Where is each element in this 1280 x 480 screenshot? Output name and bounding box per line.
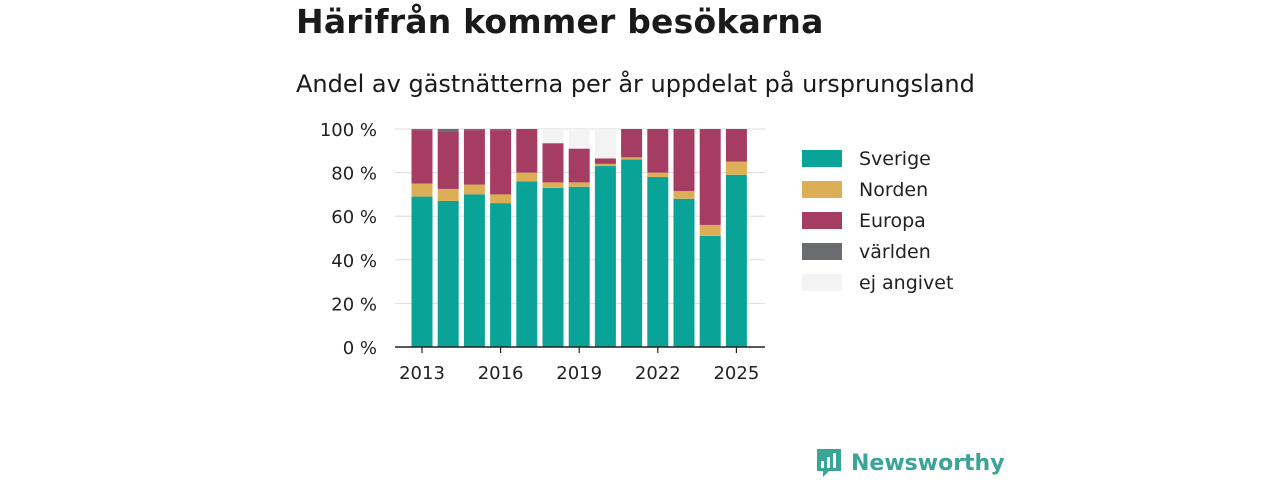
bar-segment-världen-2013 — [411, 129, 433, 131]
y-tick-label: 60 % — [331, 207, 377, 228]
bar-segment-Sverige-2024 — [699, 235, 721, 347]
bar-segment-Norden-2019 — [568, 182, 590, 187]
bar-segment-Norden-2017 — [516, 172, 538, 182]
axes-group: 0 % 20 % 40 % 60 % 80 % 100 % 2013 2016 2019 2022… — [320, 120, 765, 384]
bar-segment-Sverige-2014 — [437, 200, 459, 347]
bar-segment-Norden-2025 — [725, 161, 747, 175]
bars-group — [411, 129, 747, 347]
legend-swatch-Sverige — [802, 150, 842, 167]
bar-segment-Norden-2015 — [463, 184, 485, 195]
y-tick-label: 20 % — [331, 294, 377, 315]
legend-label: Norden — [859, 179, 928, 201]
bar-segment-Sverige-2013 — [411, 196, 433, 347]
bar-segment-Sverige-2025 — [725, 174, 747, 347]
bar-segment-Europa-2025 — [725, 129, 747, 162]
bar-segment-världen-2015 — [463, 129, 485, 131]
x-tick-label: 2022 — [635, 363, 681, 384]
bar-segment-Europa-2019 — [568, 148, 590, 183]
x-tick-label: 2013 — [399, 363, 445, 384]
bar-segment-världen-2014 — [437, 129, 459, 132]
bar-segment-Norden-2018 — [542, 182, 564, 188]
bar-segment-Sverige-2020 — [594, 166, 616, 347]
y-tick-label: 0 % — [343, 338, 377, 359]
bar-segment-världen-2016 — [490, 129, 512, 131]
bar-segment-Sverige-2015 — [463, 194, 485, 347]
bar-segment-Norden-2016 — [490, 194, 512, 204]
bar-segment-Norden-2021 — [621, 157, 643, 160]
bar-segment-Sverige-2017 — [516, 181, 538, 347]
bar-segment-ej-angivet-2018 — [542, 129, 564, 144]
bar-segment-Europa-2023 — [673, 129, 695, 192]
legend: Sverige Norden Europa världen ej angivet — [802, 148, 953, 294]
x-tick-label: 2025 — [713, 363, 759, 384]
bar-segment-Europa-2017 — [516, 129, 538, 173]
y-tick-label: 80 % — [331, 164, 377, 185]
bar-segment-Europa-2020 — [594, 158, 616, 164]
x-tick-label: 2016 — [478, 363, 524, 384]
legend-label: Europa — [859, 210, 926, 232]
bar-segment-Europa-2021 — [621, 129, 643, 158]
legend-swatch-Europa — [802, 212, 842, 229]
legend-swatch-världen — [802, 243, 842, 260]
bar-segment-Norden-2022 — [647, 172, 669, 177]
bar-segment-ej-angivet-2020 — [594, 129, 616, 159]
bar-segment-Europa-2016 — [490, 130, 512, 195]
bar-segment-Sverige-2016 — [490, 203, 512, 347]
bar-segment-Sverige-2022 — [647, 176, 669, 347]
brand-name: Newsworthy — [851, 450, 1005, 476]
legend-swatch-Norden — [802, 181, 842, 198]
bar-segment-Europa-2018 — [542, 143, 564, 183]
bar-segment-Sverige-2019 — [568, 186, 590, 347]
bar-segment-Norden-2020 — [594, 163, 616, 167]
bar-segment-Norden-2013 — [411, 183, 433, 197]
bar-segment-Norden-2024 — [699, 224, 721, 236]
chart-subtitle: Andel av gästnätterna per år uppdelat på… — [296, 70, 975, 98]
legend-swatch-ej-angivet — [802, 274, 842, 291]
bar-segment-Europa-2014 — [437, 131, 459, 189]
bar-segment-Europa-2015 — [463, 130, 485, 185]
legend-label: ej angivet — [859, 272, 953, 294]
bar-segment-ej-angivet-2019 — [568, 129, 590, 149]
y-tick-label: 40 % — [331, 251, 377, 272]
bar-segment-Norden-2014 — [437, 188, 459, 201]
bar-chart-logo-icon — [817, 449, 841, 477]
bar-segment-Europa-2022 — [647, 129, 669, 173]
bar-segment-Sverige-2021 — [621, 159, 643, 347]
legend-label: världen — [859, 241, 931, 263]
bar-segment-Sverige-2018 — [542, 187, 564, 347]
bar-segment-Norden-2023 — [673, 191, 695, 199]
legend-label: Sverige — [859, 148, 931, 170]
newsworthy-brand: Newsworthy — [815, 447, 1005, 479]
bar-segment-Sverige-2023 — [673, 198, 695, 347]
bar-segment-Europa-2013 — [411, 130, 433, 184]
x-tick-label: 2019 — [556, 363, 602, 384]
y-tick-label: 100 % — [320, 120, 377, 141]
bar-segment-Europa-2024 — [699, 129, 721, 225]
chart-title: Härifrån kommer besökarna — [296, 2, 824, 41]
